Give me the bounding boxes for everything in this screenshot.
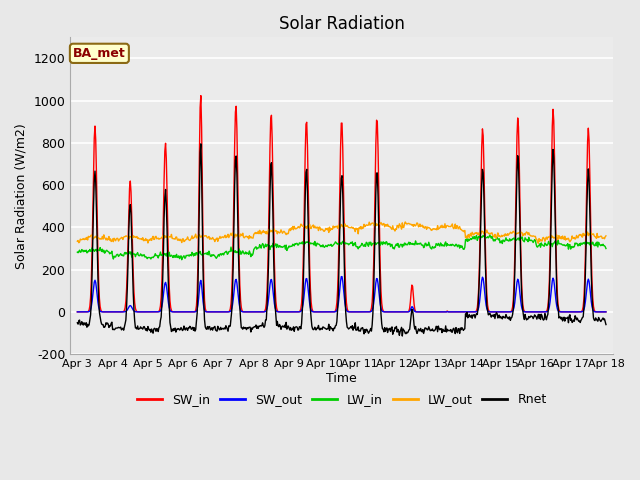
Line: LW_out: LW_out xyxy=(77,222,606,243)
Rnet xyxy=(602,322,610,327)
Rnet xyxy=(191,328,199,334)
SW_out xyxy=(602,309,610,315)
SW_in xyxy=(426,309,434,315)
SW_in xyxy=(197,93,205,98)
LW_in xyxy=(422,240,429,246)
SW_in xyxy=(602,309,610,315)
SW_out xyxy=(337,274,345,279)
LW_in xyxy=(138,252,145,258)
Legend: SW_in, SW_out, LW_in, LW_out, Rnet: SW_in, SW_out, LW_in, LW_out, Rnet xyxy=(132,388,552,411)
SW_out xyxy=(219,309,227,315)
LW_out xyxy=(219,234,227,240)
Line: LW_in: LW_in xyxy=(77,235,606,260)
LW_out xyxy=(422,224,429,229)
SW_in xyxy=(74,309,81,315)
LW_out xyxy=(534,240,542,246)
Title: Solar Radiation: Solar Radiation xyxy=(278,15,404,33)
SW_in xyxy=(138,309,145,315)
SW_in xyxy=(83,309,91,315)
LW_in xyxy=(74,249,81,255)
SW_in xyxy=(191,309,199,314)
Line: Rnet: Rnet xyxy=(77,144,606,336)
LW_in xyxy=(178,257,186,263)
LW_in xyxy=(602,246,610,252)
LW_in xyxy=(83,250,91,256)
LW_in xyxy=(220,252,227,258)
Y-axis label: Solar Radiation (W/m2): Solar Radiation (W/m2) xyxy=(15,123,28,269)
LW_out xyxy=(406,221,414,227)
LW_out xyxy=(602,233,610,239)
X-axis label: Time: Time xyxy=(326,372,357,385)
LW_in xyxy=(192,250,200,256)
Rnet xyxy=(83,324,91,330)
Rnet xyxy=(220,326,227,332)
Rnet xyxy=(399,333,406,339)
SW_in xyxy=(422,309,429,315)
SW_out xyxy=(426,309,434,315)
LW_out xyxy=(74,239,81,244)
LW_out xyxy=(191,233,199,239)
Rnet xyxy=(197,141,205,147)
SW_in xyxy=(406,299,414,305)
Line: SW_out: SW_out xyxy=(77,276,606,312)
LW_out xyxy=(401,219,409,225)
SW_out xyxy=(422,309,429,315)
Rnet xyxy=(407,312,415,318)
LW_out xyxy=(138,236,145,241)
Text: BA_met: BA_met xyxy=(73,47,125,60)
LW_out xyxy=(83,235,91,240)
SW_out xyxy=(83,309,91,315)
LW_in xyxy=(486,232,493,238)
Rnet xyxy=(74,320,81,326)
SW_out xyxy=(138,309,145,315)
SW_out xyxy=(406,307,414,313)
SW_out xyxy=(74,309,81,315)
SW_in xyxy=(220,309,227,315)
Rnet xyxy=(138,325,145,331)
Rnet xyxy=(423,325,431,331)
Line: SW_in: SW_in xyxy=(77,96,606,312)
SW_out xyxy=(191,309,199,315)
LW_in xyxy=(406,240,414,246)
